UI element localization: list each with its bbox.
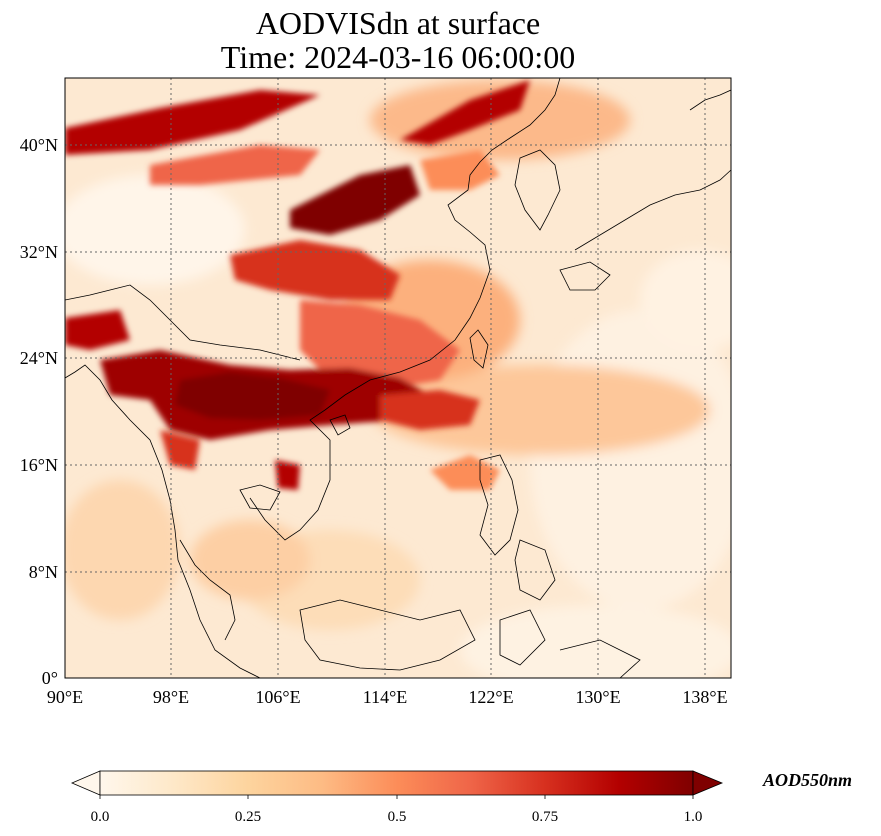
lon-tick-label: 114°E	[363, 687, 408, 707]
lon-tick-label: 106°E	[255, 687, 300, 707]
lat-tick-label: 16°N	[20, 455, 58, 475]
colorbar-tick-label: 1.0	[684, 809, 703, 825]
aod-field	[65, 78, 731, 678]
coastlines	[65, 78, 731, 678]
chart-title-line2: Time: 2024-03-16 06:00:00	[220, 39, 576, 75]
lon-axis: 90°E 98°E 106°E 114°E 122°E 130°E 138°E	[47, 687, 728, 707]
colorbar-units-label: AOD550nm	[762, 770, 852, 790]
lat-axis: 0° 8°N 16°N 24°N 32°N 40°N	[20, 135, 58, 688]
chart-title-line1: AODVISdn at surface	[255, 5, 541, 41]
colorbar-gradient	[99, 770, 694, 796]
lon-tick-label: 122°E	[468, 687, 513, 707]
lon-tick-label: 138°E	[682, 687, 727, 707]
lon-tick-label: 90°E	[47, 687, 83, 707]
aod-high-values	[65, 80, 530, 490]
lon-tick-label: 98°E	[153, 687, 189, 707]
colorbar-tick-label: 0.5	[388, 809, 407, 825]
colorbar-extend-low	[70, 770, 101, 796]
colorbar-tick-label: 0.0	[91, 809, 110, 825]
colorbar: 0.0 0.25 0.5 0.75 1.0	[70, 770, 724, 825]
lon-tick-label: 130°E	[575, 687, 620, 707]
colorbar-extend-high	[692, 770, 724, 796]
lat-tick-label: 32°N	[20, 242, 58, 262]
lat-tick-label: 40°N	[20, 135, 58, 155]
colorbar-tick-label: 0.25	[235, 809, 261, 825]
map-frame	[64, 77, 732, 679]
gridlines	[65, 78, 731, 678]
lat-tick-label: 8°N	[29, 562, 58, 582]
colorbar-tick-label: 0.75	[532, 809, 558, 825]
lat-tick-label: 24°N	[20, 348, 58, 368]
lat-tick-label: 0°	[42, 668, 58, 688]
